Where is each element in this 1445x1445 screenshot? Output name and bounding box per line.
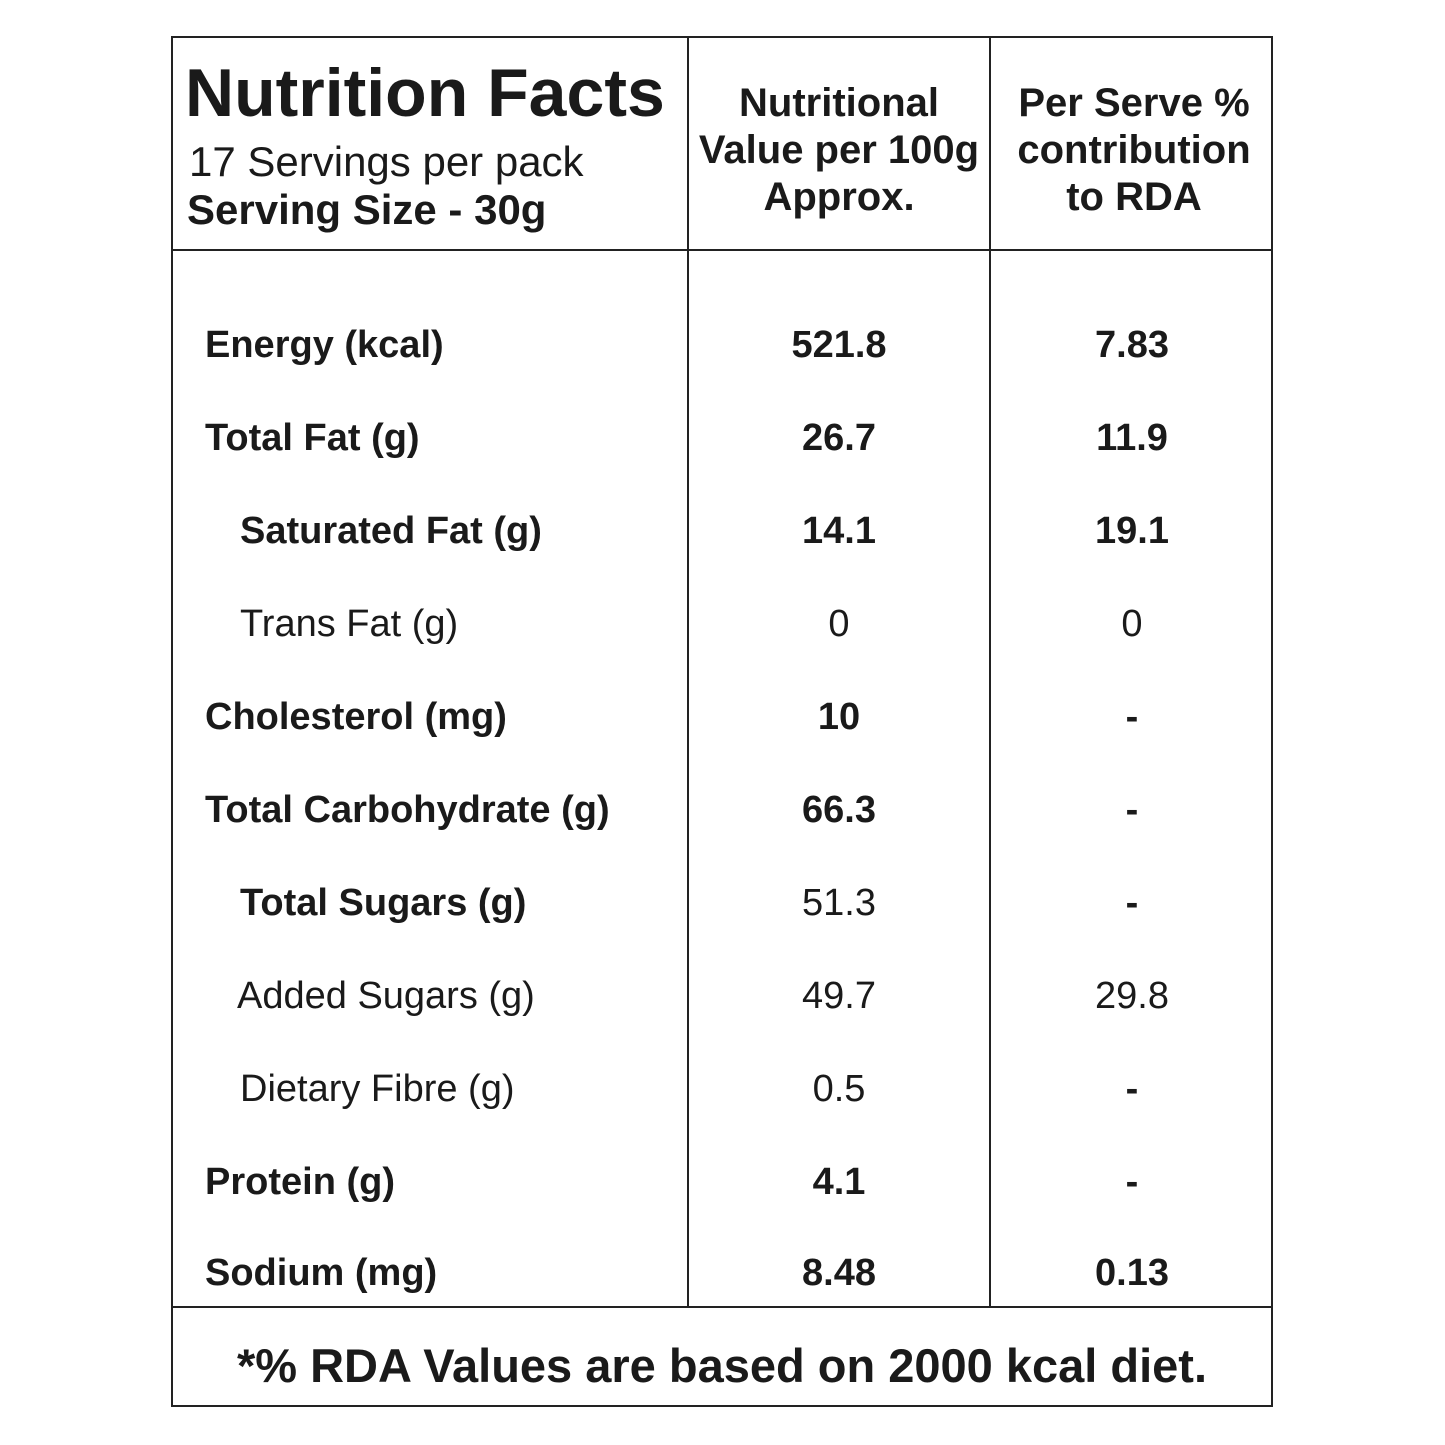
column-header-line: Approx. [763,175,915,219]
table-row-trans-fat: Trans Fat (g) 0 0 [173,594,1271,654]
column-header-line: Value per 100g [698,128,980,172]
row-value-rda: - [1125,882,1139,924]
row-value-rda: 7.83 [1095,324,1169,366]
table-row-energy: Energy (kcal) 521.8 7.83 [173,315,1271,375]
row-value-per100: 10 [817,696,861,738]
row-value-rda: - [1125,1068,1139,1110]
column-header-line: Per Serve % [1018,81,1250,125]
row-label: Energy (kcal) [205,324,444,366]
table-row-dietary-fibre: Dietary Fibre (g) 0.5 - [173,1059,1271,1119]
table-row-protein: Protein (g) 4.1 - [173,1152,1271,1212]
column-header-per100: Nutritional Value per 100g Approx. [689,80,989,221]
table-row-total-fat: Total Fat (g) 26.7 11.9 [173,408,1271,468]
column-divider [687,38,689,1308]
row-value-rda: 19.1 [1095,510,1169,552]
row-value-per100: 14.1 [802,510,876,552]
rda-footnote: *% RDA Values are based on 2000 kcal die… [236,1339,1208,1392]
row-label: Added Sugars (g) [237,975,535,1017]
serving-size: Serving Size - 30g [187,186,547,233]
header-divider [173,249,1271,251]
row-label: Sodium (mg) [205,1252,438,1294]
row-value-rda: - [1125,789,1139,831]
row-value-per100: 66.3 [802,789,876,831]
row-value-rda: 29.8 [1095,975,1169,1017]
table-row-total-carbohydrate: Total Carbohydrate (g) 66.3 - [173,780,1271,840]
row-value-per100: 0 [828,603,850,645]
row-value-per100: 51.3 [802,882,876,924]
row-label: Total Sugars (g) [240,882,527,924]
row-value-rda: - [1125,696,1139,738]
table-row-saturated-fat: Saturated Fat (g) 14.1 19.1 [173,501,1271,561]
table-row-added-sugars: Added Sugars (g) 49.7 29.8 [173,966,1271,1026]
row-value-per100: 26.7 [802,417,876,459]
column-header-line: contribution [1017,128,1251,172]
row-label: Saturated Fat (g) [240,510,542,552]
row-value-per100: 521.8 [791,324,887,366]
row-value-rda: 11.9 [1096,417,1168,459]
row-label: Dietary Fibre (g) [240,1068,515,1110]
row-value-rda: - [1125,1161,1139,1203]
row-label: Cholesterol (mg) [205,696,507,738]
table-row-sodium: Sodium (mg) 8.48 0.13 [173,1243,1271,1303]
column-divider [989,38,991,1308]
row-value-rda: 0 [1121,603,1143,645]
row-label: Protein (g) [205,1161,395,1203]
column-header-rda: Per Serve % contribution to RDA [993,80,1275,221]
row-value-per100: 0.5 [812,1068,866,1110]
page-title: Nutrition Facts [185,55,665,131]
footer-divider [173,1306,1271,1308]
row-label: Total Fat (g) [205,417,420,459]
table-row-total-sugars: Total Sugars (g) 51.3 - [173,873,1271,933]
nutrition-facts-panel: Nutrition Facts 17 Servings per pack Ser… [171,36,1273,1407]
row-value-rda: 0.13 [1095,1252,1169,1294]
column-header-line: to RDA [1066,175,1202,219]
servings-per-pack: 17 Servings per pack [189,138,584,185]
row-value-per100: 49.7 [802,975,876,1017]
row-value-per100: 8.48 [802,1252,876,1294]
row-label: Total Carbohydrate (g) [205,789,610,831]
column-header-line: Nutritional [739,81,939,125]
table-row-cholesterol: Cholesterol (mg) 10 - [173,687,1271,747]
row-value-per100: 4.1 [812,1161,866,1203]
row-label: Trans Fat (g) [240,603,459,645]
